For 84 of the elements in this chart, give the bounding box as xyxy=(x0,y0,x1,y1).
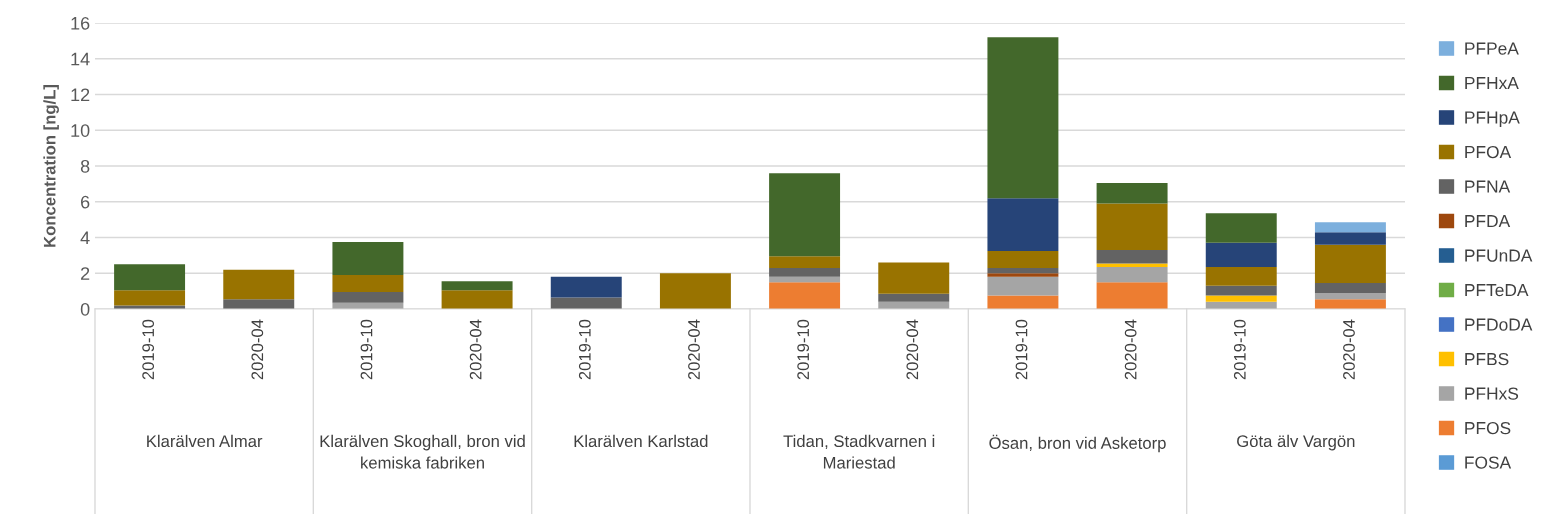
bar xyxy=(1205,285,1277,296)
bar xyxy=(878,262,950,294)
legend-label: PFNA xyxy=(1465,180,1511,193)
x-tick-label: 2020-04 xyxy=(251,319,264,380)
bar xyxy=(1096,203,1168,251)
bar xyxy=(1096,266,1168,283)
y-tick-label: 0 xyxy=(80,302,90,316)
text: Göta älv Vargön xyxy=(1237,434,1355,451)
legend-label: PFOA xyxy=(1465,145,1512,159)
y-tick-label: 8 xyxy=(80,159,90,173)
bar xyxy=(332,292,404,303)
bar xyxy=(1096,182,1168,204)
x-tick-label: 2019-10 xyxy=(142,319,155,380)
x-tick-label: 2020-04 xyxy=(906,319,919,380)
bar xyxy=(987,295,1059,309)
y-tick-label: 10 xyxy=(71,124,90,137)
text: Klarälven Karlstad xyxy=(574,434,708,448)
bar xyxy=(1314,232,1386,245)
bar xyxy=(1205,242,1277,267)
bar xyxy=(878,293,950,302)
bar xyxy=(441,290,513,309)
y-tick-label: 14 xyxy=(71,52,90,66)
bar xyxy=(769,256,841,268)
bar xyxy=(1096,263,1168,267)
y-tick-label: 16 xyxy=(71,16,90,30)
x-tick-label: 2019-10 xyxy=(797,319,810,380)
bar xyxy=(769,282,841,309)
bar xyxy=(987,273,1059,277)
bar xyxy=(550,297,622,309)
y-tick-label: 6 xyxy=(81,195,90,209)
x-tick-label: 2019-10 xyxy=(1015,319,1028,380)
x-tick-label: 2020-04 xyxy=(688,319,700,380)
bar xyxy=(223,299,295,309)
bar xyxy=(114,290,186,306)
text: Ösan, bron vid Asketorp xyxy=(989,434,1166,453)
bar xyxy=(769,276,841,283)
bar xyxy=(987,198,1059,251)
text: Klarälven Almar xyxy=(147,434,263,448)
bar xyxy=(987,37,1059,199)
bar xyxy=(987,250,1059,268)
bar xyxy=(332,275,404,293)
legend-label: FOSA xyxy=(1465,456,1512,469)
bar xyxy=(332,241,404,276)
bar xyxy=(1314,299,1386,309)
legend-label: PFOS xyxy=(1465,421,1511,435)
text: Klarälven Skoghall, bron vid kemiska fabriken xyxy=(320,434,525,469)
legend-label: PFHxS xyxy=(1465,387,1519,400)
bar xyxy=(987,276,1059,296)
bar xyxy=(1314,283,1386,293)
legend-label: PFHpA xyxy=(1465,111,1520,128)
y-axis-title: Koncentration [ng/L] xyxy=(43,85,59,247)
legend-label: PFUnDA xyxy=(1465,249,1533,262)
bar xyxy=(1314,222,1386,233)
bar xyxy=(1205,266,1277,286)
x-tick-label: 2019-10 xyxy=(1233,319,1246,380)
x-tick-label: 2020-04 xyxy=(1124,319,1137,380)
bar xyxy=(1205,295,1277,302)
bar xyxy=(550,276,622,298)
legend-label: PFDA xyxy=(1465,215,1511,228)
bar xyxy=(1314,292,1386,300)
x-tick-label: 2019-10 xyxy=(578,319,591,380)
x-tick-label: 2020-04 xyxy=(1343,319,1355,380)
bar xyxy=(223,269,295,300)
legend-label: PFHxA xyxy=(1465,77,1519,90)
bar xyxy=(1096,250,1168,264)
bar xyxy=(1314,244,1386,284)
legend-label: PFBS xyxy=(1465,352,1509,366)
bar xyxy=(1096,282,1168,309)
bar xyxy=(441,281,513,291)
y-tick-label: 2 xyxy=(81,267,90,280)
legend-label: PFTeDA xyxy=(1465,284,1529,297)
bar xyxy=(114,264,186,291)
text: Tidan, Stadkvarnen i Mariestad xyxy=(783,434,935,469)
bar xyxy=(769,267,841,277)
y-tick-label: 4 xyxy=(80,231,90,245)
x-tick-label: 2020-04 xyxy=(469,319,482,380)
bar xyxy=(987,267,1059,274)
y-tick-label: 12 xyxy=(71,88,90,102)
bar xyxy=(659,273,731,309)
legend-label: PFDoDA xyxy=(1465,318,1533,331)
legend-label: PFPeA xyxy=(1465,42,1519,55)
bar xyxy=(769,173,841,257)
x-tick-label: 2019-10 xyxy=(360,319,373,380)
bar xyxy=(1205,213,1277,243)
